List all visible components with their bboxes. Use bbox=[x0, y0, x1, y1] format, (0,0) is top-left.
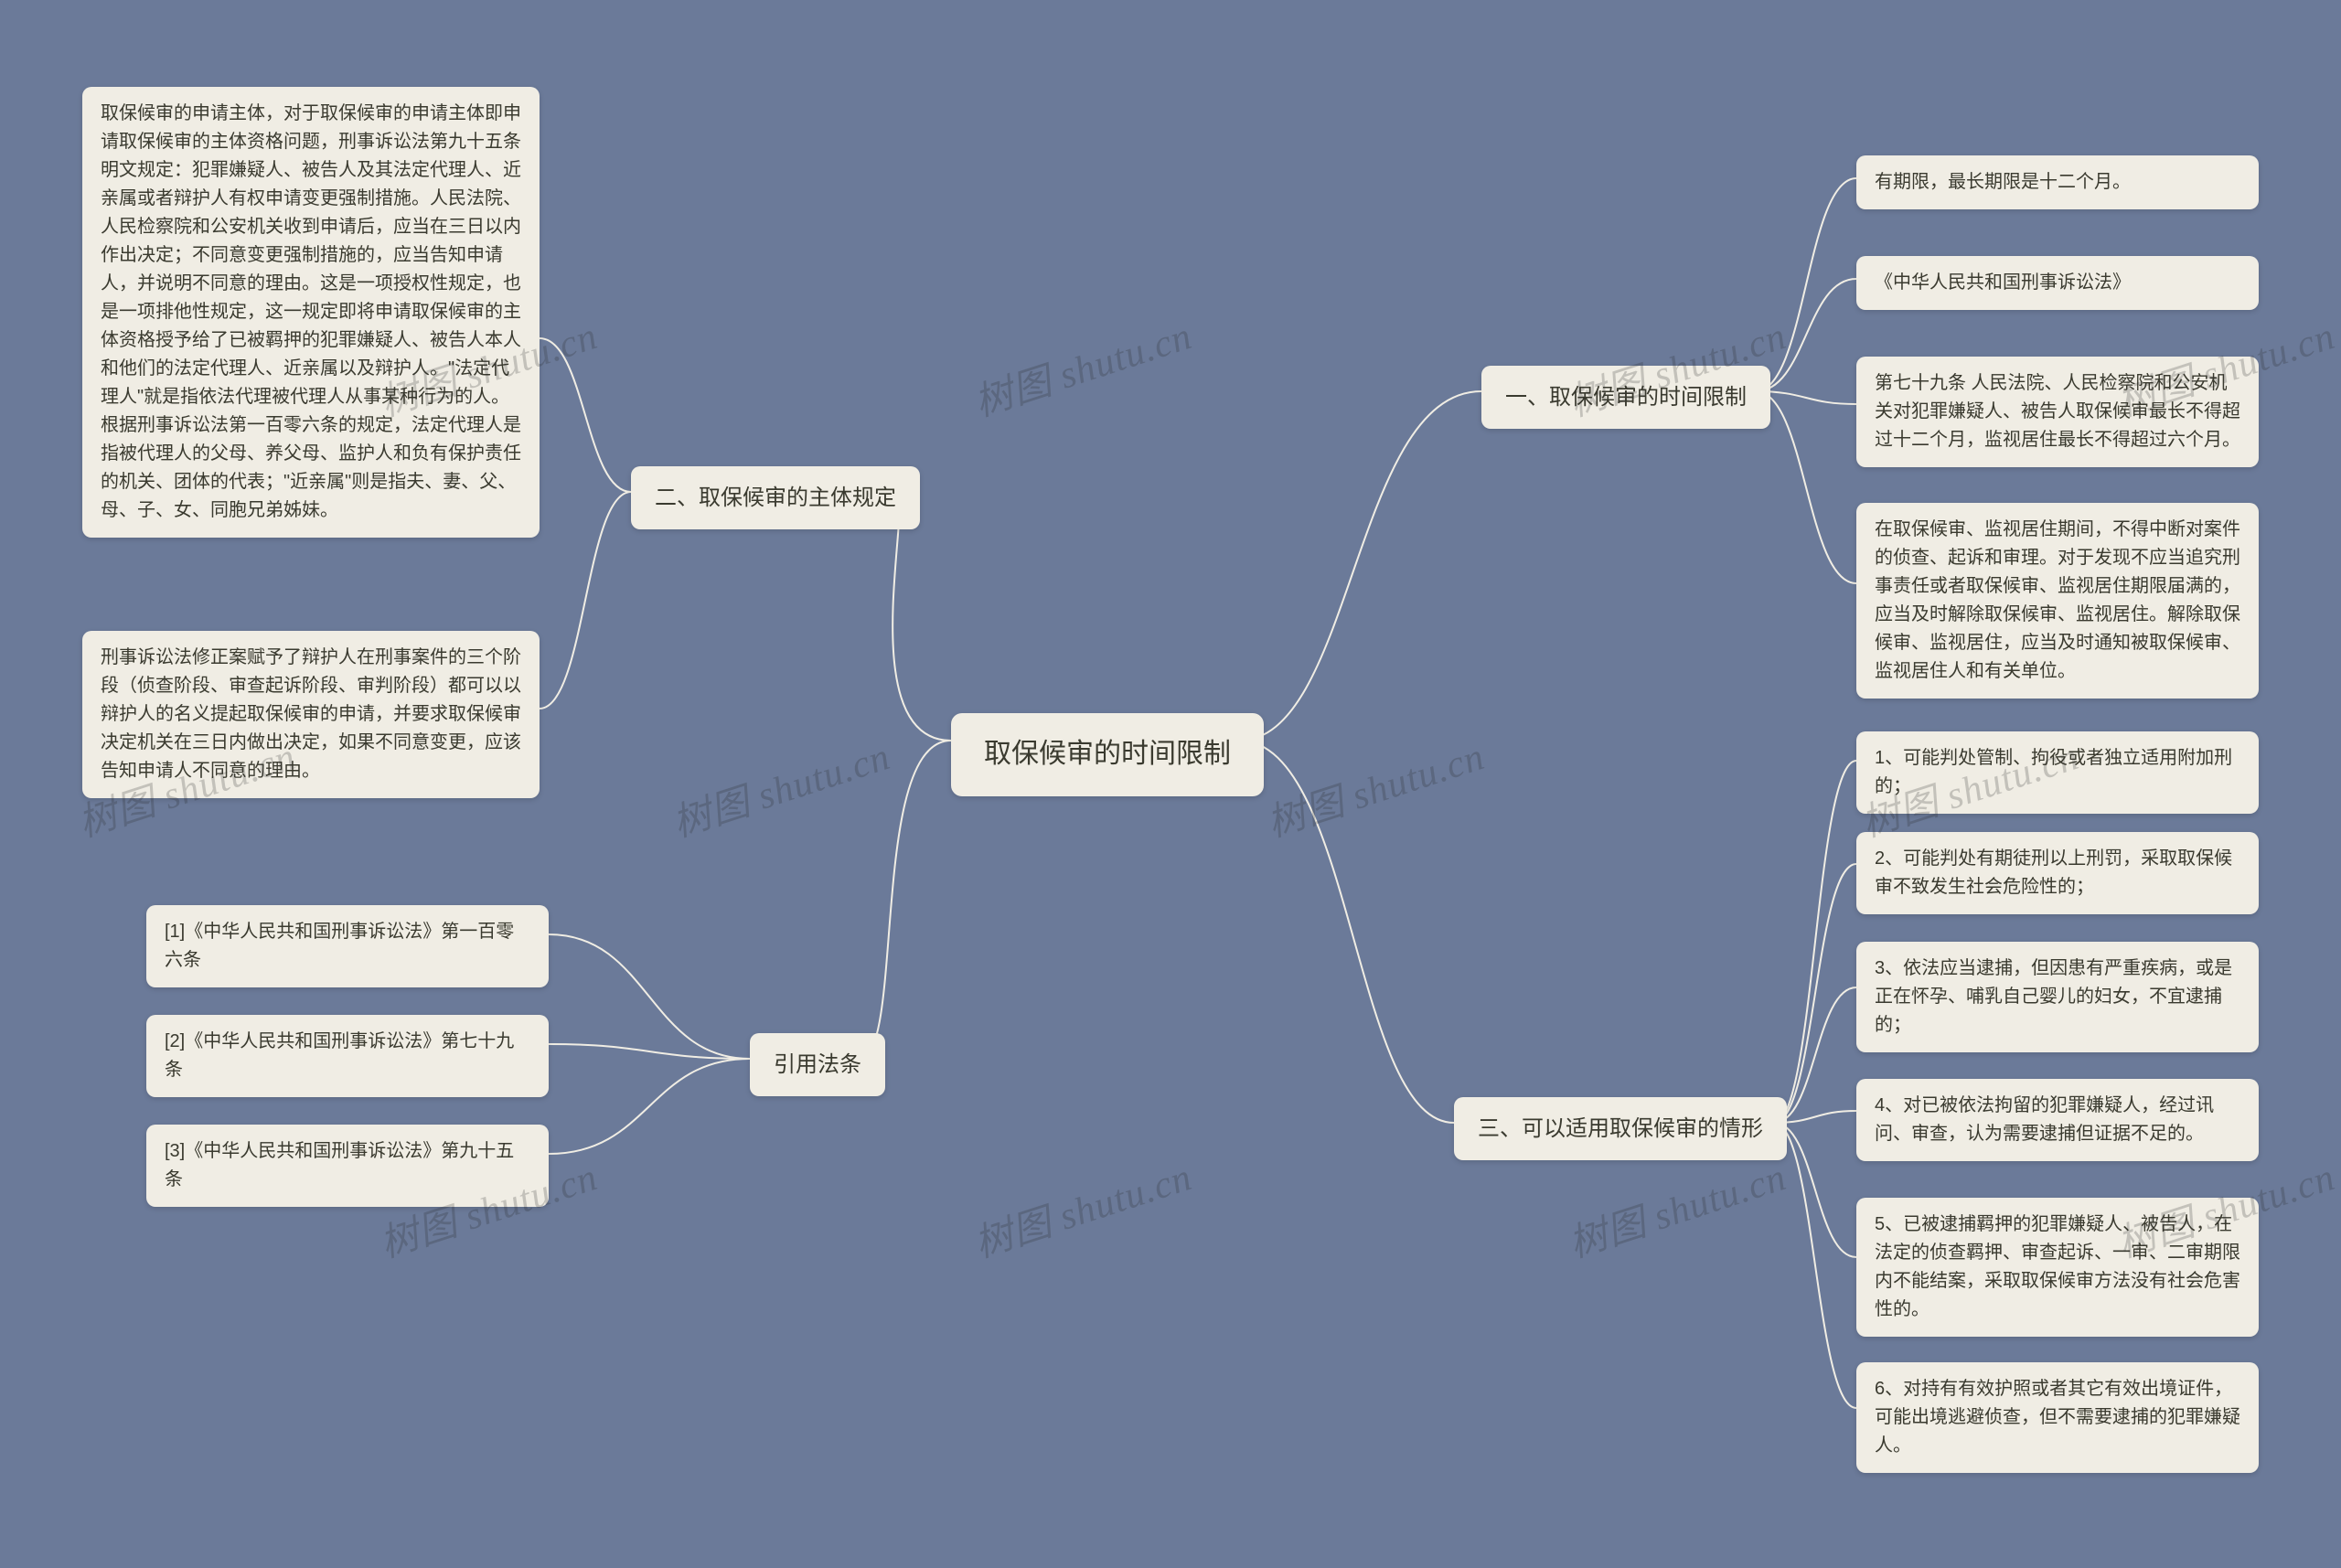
watermark: 树图 shutu.cn bbox=[665, 725, 896, 848]
leaf-2b: 刑事诉讼法修正案赋予了辩护人在刑事案件的三个阶段（侦查阶段、审查起诉阶段、审判阶… bbox=[82, 631, 540, 798]
watermark: 树图 shutu.cn bbox=[1259, 725, 1491, 848]
edge-center-r-b3-l bbox=[1239, 741, 1454, 1123]
edge-b2-l-l2b bbox=[540, 492, 631, 709]
edge-b3-r-l3c bbox=[1774, 987, 1856, 1123]
leaf-1c: 第七十九条 人民法院、人民检察院和公安机关对犯罪嫌疑人、被告人取保候审最长不得超… bbox=[1856, 357, 2259, 467]
leaf-4a: [1]《中华人民共和国刑事诉讼法》第一百零六条 bbox=[146, 905, 549, 987]
branch-citations: 引用法条 bbox=[750, 1033, 885, 1096]
edge-b1-r-l1c bbox=[1756, 391, 1856, 404]
center-node: 取保候审的时间限制 bbox=[951, 713, 1264, 796]
edge-b1-r-l1b bbox=[1756, 279, 1856, 391]
leaf-3d: 4、对已被依法拘留的犯罪嫌疑人，经过讯问、审查，认为需要逮捕但证据不足的。 bbox=[1856, 1079, 2259, 1161]
leaf-3e: 5、已被逮捕羁押的犯罪嫌疑人、被告人，在法定的侦查羁押、审查起诉、一审、二审期限… bbox=[1856, 1198, 2259, 1337]
leaf-4b: [2]《中华人民共和国刑事诉讼法》第七十九条 bbox=[146, 1015, 549, 1097]
leaf-3c: 3、依法应当逮捕，但因患有严重疾病，或是正在怀孕、哺乳自己婴儿的妇女，不宜逮捕的… bbox=[1856, 942, 2259, 1052]
edge-b3-r-l3f bbox=[1774, 1123, 1856, 1408]
edge-b3-r-l3b bbox=[1774, 864, 1856, 1123]
edge-center-r-b1-l bbox=[1239, 391, 1481, 741]
edge-b3-r-l3a bbox=[1774, 761, 1856, 1123]
leaf-3a: 1、可能判处管制、拘役或者独立适用附加刑的； bbox=[1856, 731, 2259, 814]
edge-b4-l-l4a bbox=[549, 934, 750, 1059]
branch-applicable: 三、可以适用取保候审的情形 bbox=[1454, 1097, 1787, 1160]
leaf-1b: 《中华人民共和国刑事诉讼法》 bbox=[1856, 256, 2259, 310]
edge-b1-r-l1a bbox=[1756, 178, 1856, 391]
edge-center-l-b4-r bbox=[860, 741, 951, 1059]
edge-b4-l-l4c bbox=[549, 1059, 750, 1154]
leaf-3b: 2、可能判处有期徒刑以上刑罚，采取取保候审不致发生社会危险性的； bbox=[1856, 832, 2259, 914]
edge-b1-r-l1d bbox=[1756, 391, 1856, 583]
leaf-1a: 有期限，最长期限是十二个月。 bbox=[1856, 155, 2259, 209]
watermark: 树图 shutu.cn bbox=[1561, 1146, 1792, 1268]
leaf-1d: 在取保候审、监视居住期间，不得中断对案件的侦查、起诉和审理。对于发现不应当追究刑… bbox=[1856, 503, 2259, 699]
edge-b2-l-l2a bbox=[540, 338, 631, 492]
branch-subject: 二、取保候审的主体规定 bbox=[631, 466, 920, 529]
watermark: 树图 shutu.cn bbox=[967, 1146, 1198, 1268]
leaf-3f: 6、对持有有效护照或者其它有效出境证件，可能出境逃避侦查，但不需要逮捕的犯罪嫌疑… bbox=[1856, 1362, 2259, 1473]
leaf-2a: 取保候审的申请主体，对于取保候审的申请主体即申请取保候审的主体资格问题，刑事诉讼… bbox=[82, 87, 540, 538]
watermark: 树图 shutu.cn bbox=[967, 304, 1198, 427]
leaf-4c: [3]《中华人民共和国刑事诉讼法》第九十五条 bbox=[146, 1125, 549, 1207]
branch-time-limit: 一、取保候审的时间限制 bbox=[1481, 366, 1770, 429]
edge-b4-l-l4b bbox=[549, 1044, 750, 1059]
